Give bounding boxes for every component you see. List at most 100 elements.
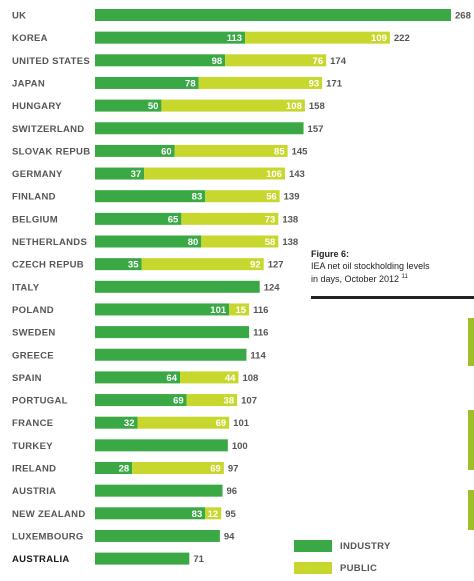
bar-public-finland [205, 190, 280, 203]
category-label-hungary: HUNGARY [12, 101, 62, 112]
total-label-poland: 116 [253, 305, 268, 316]
total-label-luxembourg: 94 [224, 531, 235, 542]
segment-label-public: 73 [265, 214, 276, 225]
bar-industry-spain [95, 371, 181, 384]
bar-public-germany [144, 167, 285, 180]
category-label-turkey: TURKEY [12, 441, 53, 452]
bar-industry-japan [95, 76, 199, 89]
bar-industry-germany [95, 167, 145, 180]
segment-label-public: 108 [286, 101, 302, 112]
chart-legend: INDUSTRY PUBLIC [294, 537, 391, 581]
bar-public-slovak-repub [174, 144, 288, 157]
category-label-greece: GREECE [12, 350, 54, 361]
segment-label-industry: 78 [185, 78, 196, 89]
bar-public-poland [229, 303, 250, 316]
figure-caption: Figure 6: IEA net oil stockholding level… [311, 249, 471, 286]
category-label-ireland: IRELAND [12, 464, 56, 475]
segment-label-public: 15 [236, 305, 247, 316]
segment-label-public: 109 [371, 33, 387, 44]
bar-public-spain [180, 371, 239, 384]
segment-label-industry: 32 [124, 418, 135, 429]
bar-public-hungary [161, 99, 305, 112]
segment-label-industry: 50 [148, 101, 159, 112]
segment-label-public: 38 [224, 396, 235, 407]
segment-label-public: 58 [265, 237, 276, 248]
segment-label-industry: 65 [168, 214, 179, 225]
caption-title: Figure 6: [311, 249, 350, 259]
bar-public-korea [245, 31, 390, 44]
category-label-italy: ITALY [12, 282, 40, 293]
total-label-netherlands: 138 [282, 237, 298, 248]
caption-line-1: IEA net oil stockholding levels [311, 260, 430, 271]
bar-industry-portugal [95, 394, 187, 407]
total-label-korea: 222 [394, 33, 410, 44]
category-label-uk: UK [12, 11, 26, 22]
bar-industry-sweden [95, 326, 250, 339]
total-label-japan: 171 [326, 78, 343, 89]
category-label-slovak-repub: SLOVAK REPUB [12, 146, 90, 157]
category-label-germany: GERMANY [12, 169, 63, 180]
segment-label-industry: 60 [161, 146, 172, 157]
category-label-belgium: BELGIUM [12, 214, 58, 225]
total-label-sweden: 116 [253, 328, 268, 339]
category-label-czech-repub: CZECH REPUB [12, 260, 84, 271]
category-label-poland: POLAND [12, 305, 54, 316]
bar-industry-italy [95, 280, 260, 293]
total-label-uk: 268 [455, 11, 471, 22]
bar-industry-austria [95, 484, 223, 497]
bar-industry-france [95, 416, 138, 429]
total-label-belgium: 138 [282, 214, 298, 225]
legend-label-industry: INDUSTRY [340, 540, 391, 552]
page-edge-mark [468, 410, 474, 470]
total-label-portugal: 107 [241, 396, 257, 407]
total-label-slovak-repub: 145 [292, 146, 309, 157]
bar-industry-united-states [95, 54, 226, 67]
legend-item-industry: INDUSTRY [294, 537, 391, 555]
legend-label-public: PUBLIC [340, 562, 378, 574]
total-label-new-zealand: 95 [225, 509, 236, 520]
segment-label-public: 93 [309, 78, 320, 89]
segment-label-public: 69 [216, 418, 227, 429]
segment-label-public: 85 [274, 146, 285, 157]
segment-label-public: 69 [210, 464, 221, 475]
total-label-united-states: 174 [330, 56, 347, 67]
category-label-austria: AUSTRIA [12, 486, 56, 497]
page-edge-mark [468, 318, 474, 366]
total-label-greece: 114 [250, 350, 266, 361]
total-label-czech-repub: 127 [268, 260, 284, 271]
bar-public-france [137, 416, 230, 429]
total-label-turkey: 100 [232, 441, 248, 452]
bar-industry-switzerland [95, 122, 304, 135]
total-label-spain: 108 [242, 373, 258, 384]
bar-industry-turkey [95, 439, 228, 452]
legend-swatch-industry [294, 540, 332, 552]
segment-label-industry: 28 [119, 464, 130, 475]
total-label-italy: 124 [264, 282, 281, 293]
bar-industry-new-zealand [95, 507, 206, 520]
segment-label-public: 44 [225, 373, 236, 384]
total-label-hungary: 158 [309, 101, 325, 112]
bar-industry-greece [95, 348, 247, 361]
bar-public-netherlands [201, 235, 279, 248]
category-label-luxembourg: LUXEMBOURG [12, 531, 84, 542]
category-label-portugal: PORTUGAL [12, 396, 68, 407]
total-label-austria: 96 [227, 486, 238, 497]
category-label-united-states: UNITED STATES [12, 56, 90, 67]
segment-label-industry: 35 [128, 260, 139, 271]
total-label-australia: 71 [193, 554, 204, 565]
legend-item-public: PUBLIC [294, 559, 391, 577]
caption-line-2: in days, October 2012 11 [311, 274, 408, 284]
category-label-new-zealand: NEW ZEALAND [12, 509, 86, 520]
segment-label-industry: 98 [212, 56, 223, 67]
segment-label-public: 92 [250, 260, 261, 271]
bar-industry-finland [95, 190, 206, 203]
caption-rule [311, 296, 474, 299]
bar-public-united-states [225, 54, 327, 67]
segment-label-industry: 80 [188, 237, 199, 248]
total-label-switzerland: 157 [308, 124, 324, 135]
bar-industry-belgium [95, 212, 182, 225]
bar-industry-australia [95, 552, 190, 565]
bar-industry-slovak-repub [95, 144, 175, 157]
total-label-ireland: 97 [228, 464, 239, 475]
